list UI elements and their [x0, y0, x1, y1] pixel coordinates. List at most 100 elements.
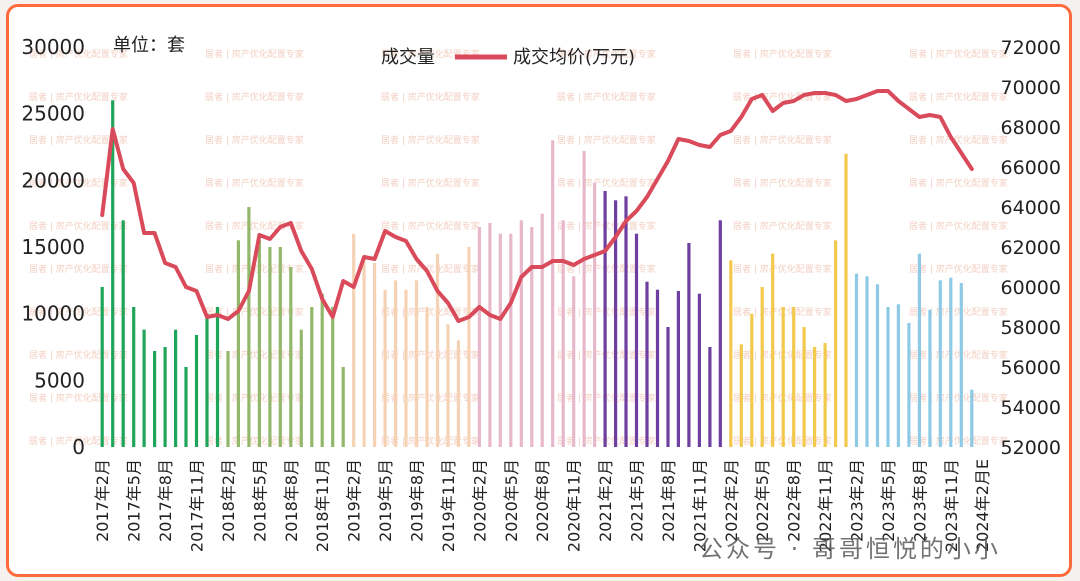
- watermark-text: 居者 | 房产优化配置专家: [205, 177, 304, 189]
- volume-bar: [949, 277, 953, 447]
- watermark-text: 居者 | 房产优化配置专家: [909, 392, 1008, 404]
- volume-bar: [781, 307, 785, 447]
- watermark-text: 居者 | 房产优化配置专家: [557, 177, 656, 189]
- watermark-text: 居者 | 房产优化配置专家: [29, 48, 128, 60]
- watermark-text: 居者 | 房产优化配置专家: [381, 220, 480, 232]
- volume-bar: [100, 287, 104, 447]
- volume-bar: [226, 351, 230, 447]
- volume-bar: [153, 351, 157, 447]
- volume-bar: [383, 289, 387, 447]
- volume-bar: [278, 247, 282, 447]
- volume-bar: [760, 287, 764, 447]
- watermark-text: 居者 | 房产优化配置专家: [381, 263, 480, 275]
- x-tick-label: 2019年11月: [439, 459, 458, 552]
- watermark-text: 居者 | 房产优化配置专家: [381, 91, 480, 103]
- watermark-text: 居者 | 房产优化配置专家: [557, 48, 656, 60]
- volume-bar: [174, 329, 178, 447]
- volume-bar: [792, 307, 796, 447]
- volume-bar: [593, 183, 597, 447]
- volume-bar: [697, 293, 701, 447]
- watermark-text: 居者 | 房产优化配置专家: [381, 177, 480, 189]
- watermark-text: 居者 | 房产优化配置专家: [205, 349, 304, 361]
- right-tick-label: 68000: [1001, 117, 1061, 139]
- x-tick-label: 2024年2月E: [973, 459, 992, 552]
- volume-bar: [624, 196, 628, 447]
- unit-label: 单位：套: [113, 35, 185, 56]
- x-tick-label: 2017年11月: [188, 459, 207, 552]
- watermark-text: 居者 | 房产优化配置专家: [733, 48, 832, 60]
- right-tick-label: 60000: [1001, 277, 1061, 299]
- volume-bar: [498, 233, 502, 447]
- watermark-text: 居者 | 房产优化配置专家: [733, 220, 832, 232]
- left-tick-label: 5000: [34, 368, 85, 392]
- watermark-text: 居者 | 房产优化配置专家: [909, 48, 1008, 60]
- x-tick-label: 2017年2月: [93, 459, 112, 542]
- volume-bar: [132, 307, 136, 447]
- volume-bar: [373, 263, 377, 447]
- watermark-text: 居者 | 房产优化配置专家: [205, 91, 304, 103]
- x-axis-labels: 2017年2月 2017年5月 2017年8月 2017年11月 2018年2月 2018…: [93, 459, 992, 552]
- volume-bar: [970, 389, 974, 447]
- chart-frame: 居者 | 房产优化配置专家 居者 | 房产优化配置专家 居者 | 房产优化配置专家居…: [6, 4, 1072, 577]
- x-tick-label: 2020年8月: [533, 459, 552, 542]
- watermark-text: 居者 | 房产优化配置专家: [557, 91, 656, 103]
- volume-bar: [614, 200, 618, 447]
- x-tick-label: 2019年2月: [345, 459, 364, 542]
- volume-bar: [257, 240, 261, 447]
- watermark-text: 居者 | 房产优化配置专家: [205, 392, 304, 404]
- credit-watermark: 公众号 · 哥哥恒悦的小小: [699, 535, 1001, 563]
- volume-bar: [886, 307, 890, 447]
- volume-bar: [561, 220, 565, 447]
- watermark-text: 居者 | 房产优化配置专家: [29, 134, 128, 146]
- watermark-text: 居者 | 房产优化配置专家: [909, 306, 1008, 318]
- volume-bar: [938, 280, 942, 447]
- watermark-text: 居者 | 房产优化配置专家: [29, 263, 128, 275]
- chart-svg: 居者 | 房产优化配置专家 居者 | 房产优化配置专家 居者 | 房产优化配置专家居…: [21, 35, 1061, 552]
- x-tick-label: 2020年11月: [565, 459, 584, 552]
- watermark-text: 居者 | 房产优化配置专家: [29, 220, 128, 232]
- right-tick-label: 58000: [1001, 317, 1061, 339]
- volume-bar: [917, 253, 921, 447]
- volume-bar: [299, 329, 303, 447]
- volume-bar: [215, 307, 220, 447]
- volume-bar: [121, 220, 125, 447]
- volume-bar: [750, 313, 754, 447]
- volume-bar: [414, 280, 419, 447]
- volume-bar: [394, 280, 398, 447]
- volume-bar: [519, 220, 523, 447]
- volume-bar: [205, 313, 209, 447]
- legend-volume-label: 成交量: [381, 47, 435, 68]
- volume-bar: [477, 227, 481, 447]
- volume-bar: [729, 260, 733, 447]
- watermark-text: 居者 | 房产优化配置专家: [205, 48, 304, 60]
- volume-bar: [247, 207, 251, 447]
- right-tick-label: 56000: [1001, 357, 1061, 379]
- volume-bar: [603, 191, 607, 447]
- watermark-text: 居者 | 房产优化配置专家: [909, 220, 1008, 232]
- x-tick-label: 2019年5月: [376, 459, 395, 542]
- x-tick-label: 2022年8月: [785, 459, 804, 542]
- volume-bar: [645, 281, 649, 447]
- volume-bar: [854, 273, 859, 447]
- volume-bar: [813, 347, 817, 447]
- watermark-text: 居者 | 房产优化配置专家: [29, 177, 128, 189]
- x-tick-label: 2021年11月: [690, 459, 709, 552]
- x-tick-label: 2023年2月: [848, 459, 867, 542]
- volume-bar: [341, 367, 345, 447]
- right-tick-label: 62000: [1001, 237, 1061, 259]
- x-tick-label: 2021年8月: [659, 459, 678, 542]
- x-tick-label: 2022年2月: [722, 459, 741, 542]
- right-tick-label: 72000: [1001, 37, 1061, 59]
- volume-bar: [844, 153, 848, 447]
- watermark-text: 居者 | 房产优化配置专家: [909, 134, 1008, 146]
- volume-bar: [488, 223, 492, 447]
- watermark-text: 居者 | 房产优化配置专家: [557, 134, 656, 146]
- volume-bar: [551, 140, 555, 448]
- volume-bar: [163, 347, 167, 447]
- left-tick-label: 0: [72, 435, 85, 459]
- right-tick-label: 52000: [1001, 437, 1061, 459]
- x-tick-label: 2021年2月: [596, 459, 615, 542]
- volume-bar: [582, 151, 586, 447]
- volume-bar: [530, 227, 534, 447]
- volume-bar: [875, 284, 880, 447]
